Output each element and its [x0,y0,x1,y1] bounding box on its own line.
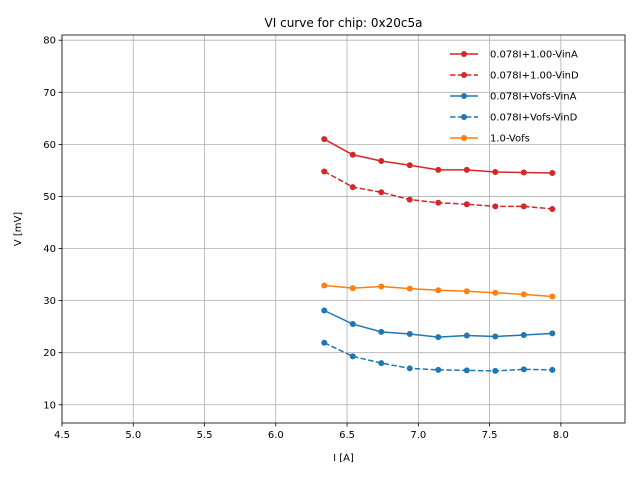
y-tick-label: 70 [43,88,56,99]
series-line [323,342,553,372]
tick-layer: 4.5 5.0 5.5 6.0 6.5 7.0 7.5 8.0 10 20 30 40 50 60 70 80 [43,36,569,441]
data-point [378,158,385,165]
legend-swatch-marker [461,114,467,120]
data-point [492,203,499,210]
data-point [549,293,556,300]
data-point [406,285,413,292]
data-point [349,321,356,328]
y-tick-label: 20 [43,348,56,359]
legend-swatch-marker [461,72,467,78]
data-point [349,353,356,360]
data-point [321,282,328,289]
data-point [520,366,527,373]
y-tick-label: 10 [43,400,56,411]
series-group [321,136,556,177]
data-point [435,366,442,373]
data-point [378,360,385,367]
y-axis-title: V [mV] [13,212,24,247]
data-point [463,332,470,339]
data-point [435,199,442,206]
grid-layer [61,35,625,423]
legend-swatch-marker [461,93,467,99]
x-tick-label: 7.0 [410,430,426,441]
y-tick-label: 80 [43,36,56,47]
data-point [492,168,499,175]
series-group [321,282,556,300]
x-tick-label: 6.0 [268,430,284,441]
data-point [520,169,527,176]
data-point [549,366,556,373]
data-point [492,367,499,374]
series-group [321,307,556,341]
x-tick-label: 5.0 [125,430,141,441]
legend-swatch-marker [461,51,467,57]
data-point [463,166,470,173]
data-point [406,162,413,169]
data-point [463,367,470,374]
data-point [321,339,328,346]
data-point [549,330,556,337]
x-axis-title: I [A] [333,453,354,464]
data-point [378,189,385,196]
x-tick-label: 5.5 [197,430,213,441]
legend-swatch-marker [461,135,467,141]
data-point [406,196,413,203]
data-point [406,330,413,337]
data-point [349,184,356,191]
x-tick-label: 6.5 [339,430,355,441]
data-point [378,283,385,290]
data-point [321,168,328,175]
data-point [520,291,527,298]
y-tick-label: 60 [43,140,56,151]
data-point [349,151,356,158]
legend-label: 0.078I+Vofs-VinD [490,113,578,124]
legend-label: 0.078I+Vofs-VinA [490,92,577,103]
data-point [378,328,385,335]
x-tick-label: 8.0 [553,430,569,441]
data-point [321,307,328,314]
chart-title: VI curve for chip: 0x20c5a [265,16,423,30]
series-layer [321,136,556,374]
x-tick-label: 7.5 [482,430,498,441]
legend-label: 0.078I+1.00-VinD [490,71,579,82]
legend: 0.078I+1.00-VinA 0.078I+1.00-VinD 0.078I+V… [450,50,579,145]
data-point [435,334,442,341]
y-tick-label: 30 [43,296,56,307]
data-point [463,288,470,295]
plot-frame [61,34,626,424]
data-point [520,331,527,338]
data-point [321,136,328,143]
series-group [321,168,556,212]
data-point [463,201,470,208]
data-point [549,170,556,177]
data-point [520,203,527,210]
legend-label: 1.0-Vofs [490,134,530,145]
series-group [321,339,556,374]
legend-label: 0.078I+1.00-VinA [490,50,578,61]
data-point [549,205,556,212]
data-point [406,365,413,372]
data-point [492,333,499,340]
x-tick-label: 4.5 [54,430,70,441]
data-point [492,289,499,296]
data-point [435,166,442,173]
data-point [349,285,356,292]
y-tick-label: 50 [43,192,56,203]
data-point [435,287,442,294]
y-tick-label: 40 [43,244,56,255]
